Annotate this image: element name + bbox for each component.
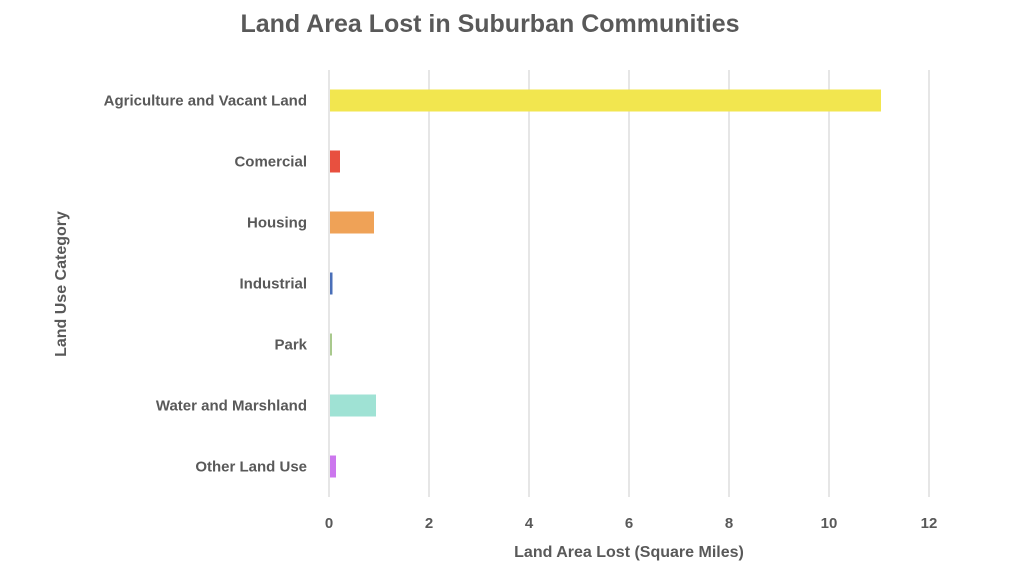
bar xyxy=(330,211,374,234)
x-tick-label: 8 xyxy=(725,515,733,532)
bar xyxy=(330,333,332,356)
category-label: Water and Marshland xyxy=(156,398,307,415)
bar xyxy=(330,272,333,295)
bar xyxy=(330,455,336,478)
x-tick-label: 6 xyxy=(625,515,633,532)
bar xyxy=(330,89,881,112)
x-tick-label: 4 xyxy=(525,515,534,532)
x-axis-title: Land Area Lost (Square Miles) xyxy=(514,544,744,561)
bar xyxy=(330,394,376,417)
category-label: Park xyxy=(274,337,307,354)
category-label: Other Land Use xyxy=(195,459,307,476)
bar xyxy=(330,150,340,173)
category-label: Industrial xyxy=(239,276,307,293)
chart-title: Land Area Lost in Suburban Communities xyxy=(240,10,740,38)
x-tick-label: 0 xyxy=(325,515,333,532)
y-axis-title: Land Use Category xyxy=(53,211,70,357)
x-tick-label: 12 xyxy=(921,515,938,532)
x-tick-label: 2 xyxy=(425,515,433,532)
x-tick-label: 10 xyxy=(821,515,838,532)
category-label: Housing xyxy=(247,215,307,232)
category-label: Comercial xyxy=(234,154,307,171)
category-label: Agriculture and Vacant Land xyxy=(104,93,307,110)
